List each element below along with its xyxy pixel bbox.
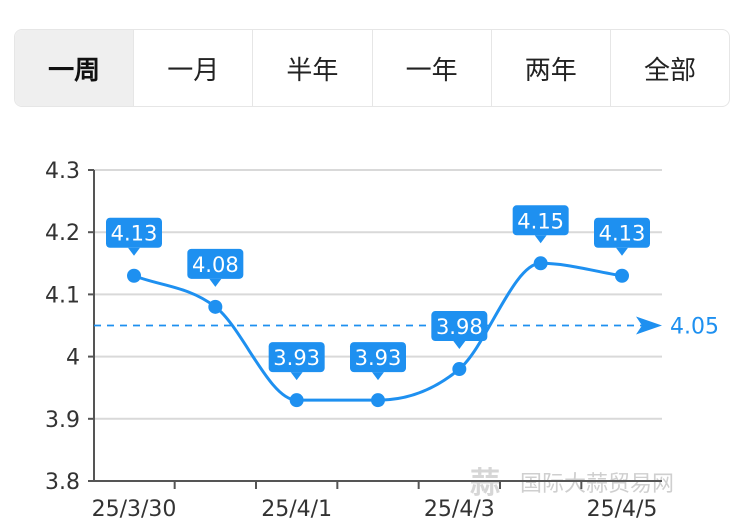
tab-one-week[interactable]: 一周 bbox=[15, 30, 135, 106]
data-label-box bbox=[431, 311, 488, 342]
data-label-pointer bbox=[372, 372, 384, 381]
y-tick-label: 4 bbox=[66, 346, 80, 371]
y-tick-label: 3.8 bbox=[45, 470, 80, 495]
data-point bbox=[533, 256, 548, 271]
tab-two-years[interactable]: 两年 bbox=[492, 30, 611, 106]
data-label: 4.08 bbox=[192, 253, 239, 277]
average-arrow-icon bbox=[636, 316, 662, 335]
x-tick-label: 25/4/5 bbox=[587, 497, 658, 522]
data-point bbox=[615, 268, 629, 283]
data-label-box bbox=[512, 205, 569, 236]
x-tick-label: 25/3/30 bbox=[92, 497, 177, 522]
data-label: 4.15 bbox=[517, 209, 564, 233]
tab-one-month[interactable]: 一月 bbox=[134, 30, 254, 106]
watermark-logo: 蒜 bbox=[470, 466, 500, 501]
y-tick-label: 4.1 bbox=[45, 283, 80, 308]
data-label-pointer bbox=[209, 278, 222, 287]
y-tick-label: 4.3 bbox=[45, 159, 80, 184]
data-label-box bbox=[106, 217, 162, 248]
data-point bbox=[127, 268, 141, 283]
x-tick-label: 25/4/3 bbox=[424, 497, 495, 522]
data-label: 3.93 bbox=[355, 346, 402, 370]
average-label: 4.05 bbox=[670, 315, 719, 340]
x-tick-label: 25/4/1 bbox=[261, 497, 332, 522]
y-tick-label: 4.2 bbox=[45, 221, 80, 246]
tab-half-year[interactable]: 半年 bbox=[253, 30, 373, 106]
data-label-box bbox=[187, 248, 244, 279]
tab-all[interactable]: 全部 bbox=[643, 55, 696, 86]
data-label-box bbox=[268, 342, 325, 373]
period-tabs: 一周 一月 半年 一年 两年 全部 bbox=[14, 29, 730, 107]
data-point bbox=[452, 362, 467, 377]
data-label: 3.93 bbox=[273, 346, 320, 370]
watermark-text: 国际大蒜贸易网 bbox=[520, 472, 674, 497]
data-label: 4.13 bbox=[599, 222, 646, 246]
data-label-pointer bbox=[128, 247, 140, 256]
data-label-box bbox=[350, 342, 406, 373]
data-point bbox=[289, 393, 304, 408]
data-label-pointer bbox=[453, 341, 466, 350]
data-point bbox=[371, 393, 385, 408]
data-label-pointer bbox=[616, 247, 628, 256]
data-point bbox=[208, 299, 223, 314]
y-tick-label: 3.9 bbox=[45, 408, 80, 433]
data-label: 3.98 bbox=[436, 315, 483, 339]
data-label-pointer bbox=[534, 235, 547, 244]
data-label-box bbox=[594, 217, 650, 248]
tab-one-year[interactable]: 一年 bbox=[373, 30, 492, 106]
data-label: 4.13 bbox=[111, 222, 158, 246]
data-label-pointer bbox=[290, 372, 303, 381]
